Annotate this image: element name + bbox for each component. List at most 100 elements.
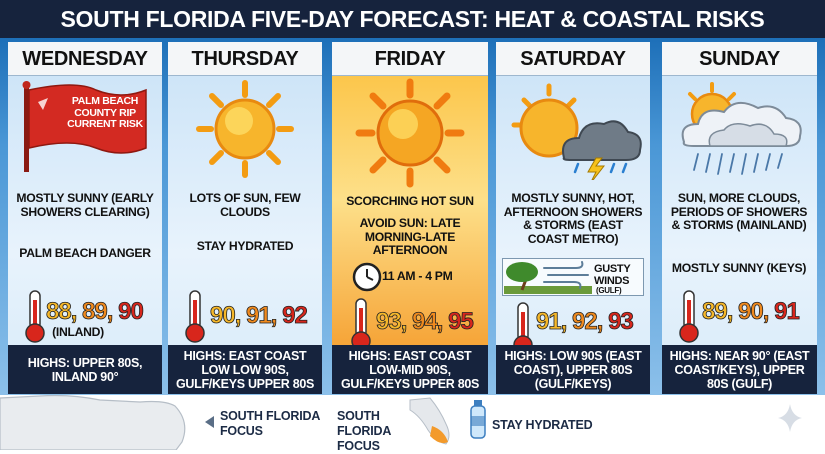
icon-shape [729, 153, 735, 173]
icon-shape [22, 81, 31, 89]
icon-shape [388, 109, 418, 139]
temp: 91, [246, 302, 278, 330]
condition: SCORCHING HOT SUN [346, 194, 474, 208]
icon-shape [193, 300, 197, 332]
day-column: FRIDAY SCORCHING HOT SUN AVOID SUN: LATE… [332, 42, 488, 394]
temp: 92, [572, 308, 604, 336]
temp: 92 [282, 302, 308, 330]
icon-shape [521, 312, 525, 344]
temp: 90 [118, 298, 144, 326]
icon-shape [573, 162, 628, 174]
wind-label: GUSTY WINDS [594, 263, 631, 287]
sun-icon [355, 78, 465, 188]
day-column: THURSDAY LOTS OF SUN, FEW CLOUDS STAY HY… [168, 42, 322, 394]
temperatures: 88, 89, 90 [46, 298, 145, 326]
icon-shape [369, 156, 387, 174]
thermometer [185, 290, 205, 343]
icon-shape [359, 308, 363, 340]
icon-shape [777, 153, 783, 169]
cloud-rain-icon [681, 82, 802, 175]
icon-shape [25, 323, 45, 343]
icon-shape [506, 262, 538, 282]
temp: 93, [376, 308, 408, 336]
icon-shape [209, 150, 224, 165]
icon-shape [474, 400, 482, 406]
note: PALM BEACH DANGER [19, 246, 151, 260]
focus-label: SOUTH FLORIDA FOCUS [220, 409, 320, 438]
note: MOSTLY SUNNY (KEYS) [671, 261, 807, 275]
highs: HIGHS: NEAR 90° (EAST COAST/KEYS), UPPER… [662, 345, 817, 394]
temp: 93 [608, 308, 634, 336]
icon-shape [433, 156, 451, 174]
temp: 95 [448, 308, 474, 336]
condition: LOTS OF SUN, FEW CLOUDS [189, 191, 301, 219]
icon-shape [0, 394, 186, 450]
flag-icon [22, 81, 147, 172]
temperatures: 90, 91, 92 [210, 302, 309, 330]
icon-shape [609, 162, 616, 174]
icon-shape [28, 84, 147, 154]
icon-shape [741, 153, 747, 175]
icon-shape [471, 416, 485, 426]
day-name: FRIDAY [332, 42, 488, 76]
icon-shape [693, 153, 783, 175]
icon-shape [209, 93, 224, 108]
icon-shape [504, 286, 592, 294]
title: SOUTH FLORIDA FIVE-DAY FORECAST: HEAT & … [0, 0, 825, 38]
icon-shape [753, 153, 759, 173]
thermometer [679, 290, 699, 343]
time-window: 11 AM - 4 PM [382, 269, 453, 283]
day-name: WEDNESDAY [8, 42, 162, 76]
day-column: WEDNESDAY PALM BEACH COUNTY RIP CURRENT … [8, 42, 162, 394]
wind-icon [504, 261, 592, 294]
temp: 88, [46, 298, 78, 326]
icon-shape [355, 78, 465, 188]
day-name: THURSDAY [168, 42, 322, 76]
icon-shape [688, 92, 697, 101]
icon-shape [687, 300, 691, 332]
icon-shape [369, 92, 387, 110]
highs: HIGHS: EAST COAST LOW-MID 90S, GULF/KEYS… [332, 345, 488, 394]
icon-shape [519, 98, 579, 158]
icon-shape [33, 300, 37, 332]
day-column: SATURDAY MOSTLY SUNNY, HOT, AFTERNOON SH… [496, 42, 650, 394]
temp: 91, [536, 308, 568, 336]
highs: HIGHS: EAST COAST LOW LOW 90S, GULF/KEYS… [168, 345, 322, 394]
icon-shape [543, 281, 582, 289]
icon-shape [708, 123, 788, 147]
icon-shape [266, 93, 281, 108]
temperatures: 93, 94, 95 [376, 308, 475, 336]
icon-shape [621, 162, 628, 174]
icon-shape [778, 404, 802, 432]
temp: 90, [738, 298, 770, 326]
temperatures: 91, 92, 93 [536, 308, 635, 336]
icon-shape [430, 426, 448, 444]
flag-text: PALM BEACH COUNTY RIP CURRENT RISK [67, 95, 143, 130]
icon-shape [587, 157, 606, 180]
icon-shape [433, 92, 451, 110]
icon-shape [521, 97, 533, 109]
icon-shape [679, 323, 699, 343]
storm-icon [511, 83, 642, 180]
temp: 90, [210, 302, 242, 330]
icon-shape [717, 153, 723, 175]
clock-icon [352, 262, 382, 292]
wind-note: (GULF) [596, 286, 622, 295]
highs: HIGHS: UPPER 80S, INLAND 90° [8, 345, 162, 394]
icon-shape [196, 80, 294, 178]
note: STAY HYDRATED [196, 239, 294, 253]
icon-shape [765, 153, 771, 171]
condition: MOSTLY SUNNY, HOT, AFTERNOON SHOWERS & S… [503, 191, 643, 246]
thermometer [25, 290, 45, 343]
condition: SUN, MORE CLOUDS, PERIODS OF SHOWERS & S… [670, 191, 808, 232]
hydrate-label: STAY HYDRATED [492, 418, 593, 432]
focus-label: SOUTH FLORIDA FOCUS [337, 409, 391, 453]
icon-shape [38, 98, 48, 110]
icon-shape [543, 261, 584, 269]
icon-shape [562, 120, 642, 161]
day-name: SATURDAY [496, 42, 650, 76]
icon-shape [565, 97, 577, 109]
note: AVOID SUN: LATE MORNING-LATE AFTERNOON [359, 216, 461, 257]
footer-graphics [0, 394, 802, 450]
